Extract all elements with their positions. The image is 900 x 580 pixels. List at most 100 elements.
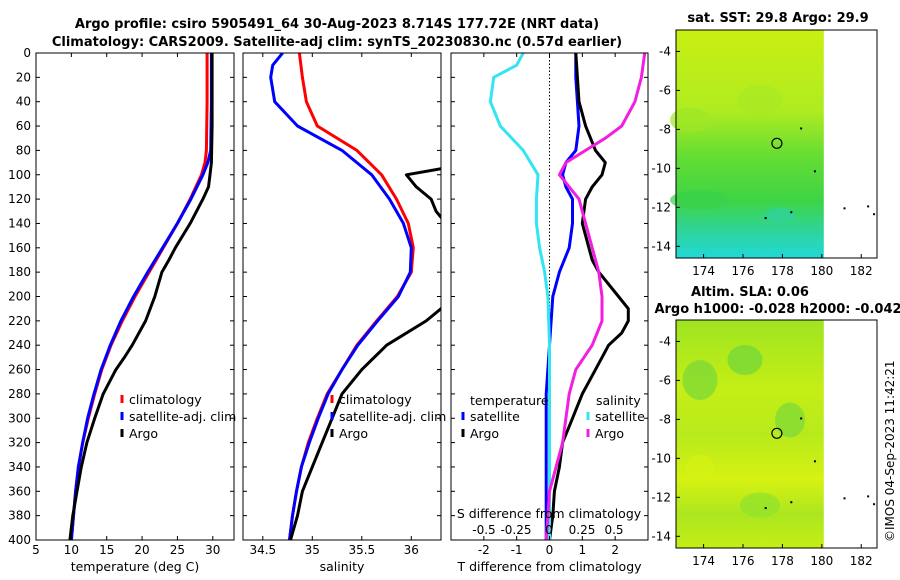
map-x-tick-label: 174 <box>692 264 715 278</box>
figure-title-line2: Climatology: CARS2009. Satellite-adj cli… <box>52 35 622 50</box>
map-texture <box>765 207 795 223</box>
y-tick-label: 280 <box>8 387 31 401</box>
map-y-tick-label: -14 <box>651 239 671 253</box>
legend-label: Argo <box>129 426 158 441</box>
x-tick-label: 0 <box>546 543 554 557</box>
map-x-tick-label: 176 <box>732 554 755 568</box>
island-marker <box>800 127 803 130</box>
map-y-tick-label: -12 <box>651 200 671 214</box>
y-tick-label: 260 <box>8 363 31 377</box>
map-y-tick-label: -8 <box>659 122 671 136</box>
map-y-tick-label: -10 <box>651 451 671 465</box>
x-tick-label: 30 <box>205 543 220 557</box>
y-tick-label: 180 <box>8 265 31 279</box>
island-marker <box>843 207 846 210</box>
argo-position-marker <box>771 427 783 439</box>
x-tick-label: 2 <box>611 543 619 557</box>
imos-timestamp: ©IMOS 04-Sep-2023 11:42:21 <box>883 360 897 542</box>
x-tick-label: 34.5 <box>249 543 276 557</box>
x-tick-label: 35 <box>305 543 320 557</box>
series-group <box>488 53 647 540</box>
map-y-tick-label: -12 <box>651 490 671 504</box>
series-line-argo <box>289 167 441 540</box>
x-tick-label: 15 <box>99 543 114 557</box>
y-tick-label: 20 <box>16 70 31 84</box>
map-texture <box>775 402 805 438</box>
map-y-tick-label: -14 <box>651 529 671 543</box>
series-line-satellite-adj-clim <box>269 53 413 540</box>
legend-label: satellite <box>470 409 520 424</box>
island-marker <box>873 503 876 506</box>
x-tick-label-top: 0 <box>545 523 553 537</box>
legend-label: climatology <box>339 392 412 407</box>
map-x-tick-label: 180 <box>810 264 833 278</box>
sla-map-subtitle: Argo h1000: -0.028 h2000: -0.042 <box>654 302 900 317</box>
island-marker <box>867 495 870 498</box>
x-axis-label: salinity <box>320 559 365 574</box>
map-x-tick-label: 174 <box>692 554 715 568</box>
map-y-tick-label: -10 <box>651 161 671 175</box>
legend-label: satellite-adj. clim <box>129 409 236 424</box>
y-tick-label: 60 <box>16 119 31 133</box>
series-line-temperature-argo <box>548 53 630 540</box>
y-tick-label: 220 <box>8 314 31 328</box>
map-y-tick-label: -6 <box>659 83 671 97</box>
map-x-tick-label: 178 <box>771 554 794 568</box>
map-y-tick-label: -6 <box>659 373 671 387</box>
series-line-temperature-satellite <box>544 53 581 540</box>
y-tick-label: 340 <box>8 460 31 474</box>
island-marker <box>813 460 816 463</box>
y-tick-label: 300 <box>8 411 31 425</box>
x-tick-label: 36 <box>404 543 419 557</box>
y-tick-label: 200 <box>8 290 31 304</box>
sla-map-title: Altim. SLA: 0.06 <box>691 285 809 300</box>
series-group <box>68 53 214 540</box>
island-marker <box>873 213 876 216</box>
y-tick-label: 120 <box>8 192 31 206</box>
legend-title-temperature: temperature <box>470 393 549 408</box>
series-line-salinity-argo <box>544 53 647 540</box>
figure-title-line1: Argo profile: csiro 5905491_64 30-Aug-20… <box>75 17 599 32</box>
legend-label: Argo <box>339 426 368 441</box>
island-marker <box>790 211 793 214</box>
x-tick-label: 20 <box>134 543 149 557</box>
series-line-climatology <box>69 53 209 540</box>
x-tick-label: -1 <box>511 543 523 557</box>
x-tick-label: 5 <box>32 543 40 557</box>
map-y-tick-label: -4 <box>659 334 671 348</box>
chart-layer: 0204060801001201401601802002202402602803… <box>8 29 878 574</box>
x-axis-label: temperature (deg C) <box>71 559 200 574</box>
x-tick-label: 35.5 <box>348 543 375 557</box>
legend-label: Argo <box>470 426 499 441</box>
x-tick-label: -2 <box>478 543 490 557</box>
x-tick-label-top: -0.25 <box>500 523 531 537</box>
axes-frame <box>242 52 442 541</box>
x-tick-label-top: 0.5 <box>604 523 623 537</box>
legend-label: satellite-adj. clim <box>339 409 446 424</box>
map-y-tick-label: -4 <box>659 44 671 58</box>
y-tick-label: 40 <box>16 95 31 109</box>
legend-label: satellite <box>595 409 645 424</box>
map-x-tick-label: 176 <box>732 264 755 278</box>
x-tick-label-top: -0.5 <box>472 523 495 537</box>
legend-title-salinity: salinity <box>596 393 641 408</box>
map-texture <box>670 190 730 210</box>
island-marker <box>790 501 793 504</box>
map-sla_map <box>675 319 878 549</box>
map-x-tick-label: 182 <box>850 264 873 278</box>
map-texture <box>740 492 780 518</box>
sst-map-title: sat. SST: 29.8 Argo: 29.9 <box>687 11 868 26</box>
map-texture <box>685 455 715 485</box>
y-tick-label: 160 <box>8 241 31 255</box>
panel-salinity <box>242 52 442 541</box>
panel-difference <box>450 52 649 541</box>
series-line-argo <box>68 53 214 540</box>
map-x-tick-label: 180 <box>810 554 833 568</box>
island-marker <box>867 205 870 208</box>
series-line-salinity-satellite <box>488 53 551 540</box>
y-tick-label: 80 <box>16 143 31 157</box>
panel-temperature <box>35 52 235 541</box>
map-texture <box>737 85 783 115</box>
legend-label: climatology <box>129 392 202 407</box>
